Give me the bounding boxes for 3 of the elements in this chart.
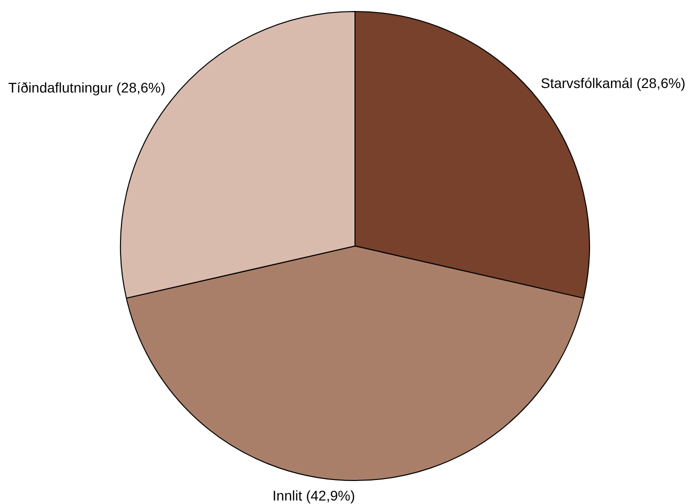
slice-label: Tíðindaflutningur (28,6%) [8,80,166,96]
slice-label: Innlit (42,9%) [272,487,355,504]
slice-label: Starvsfólkamál (28,6%) [540,74,686,91]
